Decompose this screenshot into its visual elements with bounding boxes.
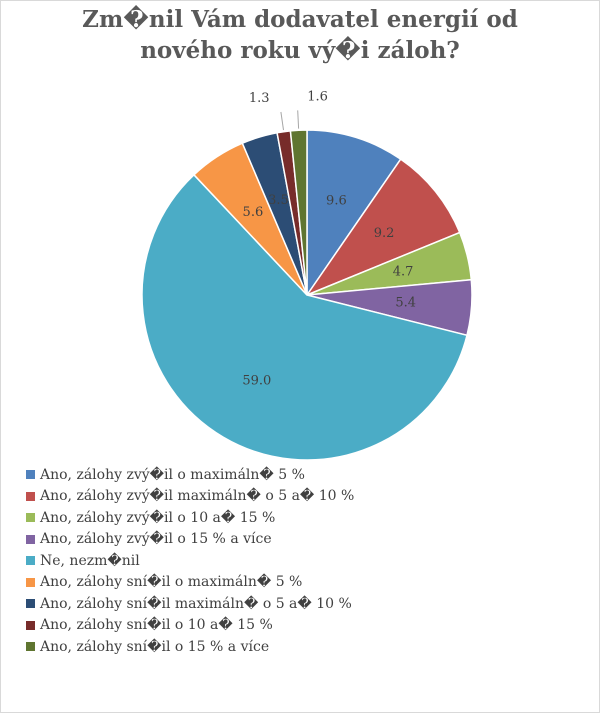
legend-item: Ano, zálohy zvý�il o 10 a� 15 %	[26, 507, 354, 529]
pie-slice	[306, 129, 402, 298]
legend-label: Ano, zálohy zvý�il o maximáln� 5 %	[40, 466, 305, 483]
legend-swatch	[26, 534, 35, 544]
legend-swatch	[26, 620, 35, 630]
slice-value-label: 9.2	[374, 226, 395, 241]
legend-item: Ne, nezm�nil	[26, 550, 354, 572]
legend-swatch	[26, 491, 35, 501]
slice-value-label: 3.5	[268, 193, 289, 208]
slice-value-label: 9.6	[326, 194, 347, 209]
slice-value-label: 59.0	[242, 373, 271, 388]
pie-slice	[304, 158, 461, 297]
legend-label: Ano, zálohy sní�il maximáln� o 5 a� 10 %	[40, 595, 352, 612]
legend-item: Ano, zálohy zvý�il maximáln� o 5 a� 10 %	[26, 486, 354, 508]
legend-swatch	[26, 599, 35, 609]
legend-swatch	[26, 470, 35, 480]
legend-label: Ano, zálohy zvý�il o 15 % a více	[40, 531, 272, 548]
leader-line	[280, 111, 284, 131]
legend-item: Ano, zálohy zvý�il o 15 % a více	[26, 529, 354, 551]
legend-label: Ano, zálohy zvý�il o 10 a� 15 %	[40, 509, 276, 526]
slice-value-label: 1.3	[249, 91, 270, 106]
slice-value-label: 4.7	[393, 264, 414, 279]
slice-value-label: 5.4	[395, 296, 416, 311]
pie-slice	[141, 173, 468, 461]
slice-value-label: 5.6	[243, 205, 264, 220]
chart-title-line-1: Zm�nil Vám dodavatel energií od	[82, 6, 518, 33]
chart-legend: Ano, zálohy zvý�il o maximáln� 5 % Ano, …	[26, 464, 354, 658]
legend-swatch	[26, 642, 35, 652]
legend-item: Ano, zálohy sní�il o maximáln� 5 %	[26, 572, 354, 594]
legend-swatch	[26, 577, 35, 587]
legend-label: Ano, zálohy sní�il o 15 % a více	[40, 638, 270, 655]
legend-item: Ano, zálohy sní�il o 15 % a více	[26, 636, 354, 658]
legend-item: Ano, zálohy zvý�il o maximáln� 5 %	[26, 464, 354, 486]
chart-title-line-2: nového roku vý�i záloh?	[140, 37, 460, 64]
pie-slice	[289, 129, 308, 296]
legend-swatch	[26, 513, 35, 523]
legend-label: Ano, zálohy sní�il o maximáln� 5 %	[40, 574, 303, 591]
legend-swatch	[26, 556, 35, 566]
slice-value-label: 1.6	[307, 90, 328, 105]
leader-line	[297, 110, 300, 129]
legend-item: Ano, zálohy sní�il o 10 a� 15 %	[26, 615, 354, 637]
chart-title: Zm�nil Vám dodavatel energií od nového r…	[0, 4, 600, 66]
legend-item: Ano, zálohy sní�il maximáln� o 5 a� 10 %	[26, 593, 354, 615]
legend-label: Ne, nezm�nil	[40, 552, 140, 569]
legend-label: Ano, zálohy zvý�il maximáln� o 5 a� 10 %	[40, 488, 355, 505]
legend-label: Ano, zálohy sní�il o 10 a� 15 %	[40, 617, 273, 634]
